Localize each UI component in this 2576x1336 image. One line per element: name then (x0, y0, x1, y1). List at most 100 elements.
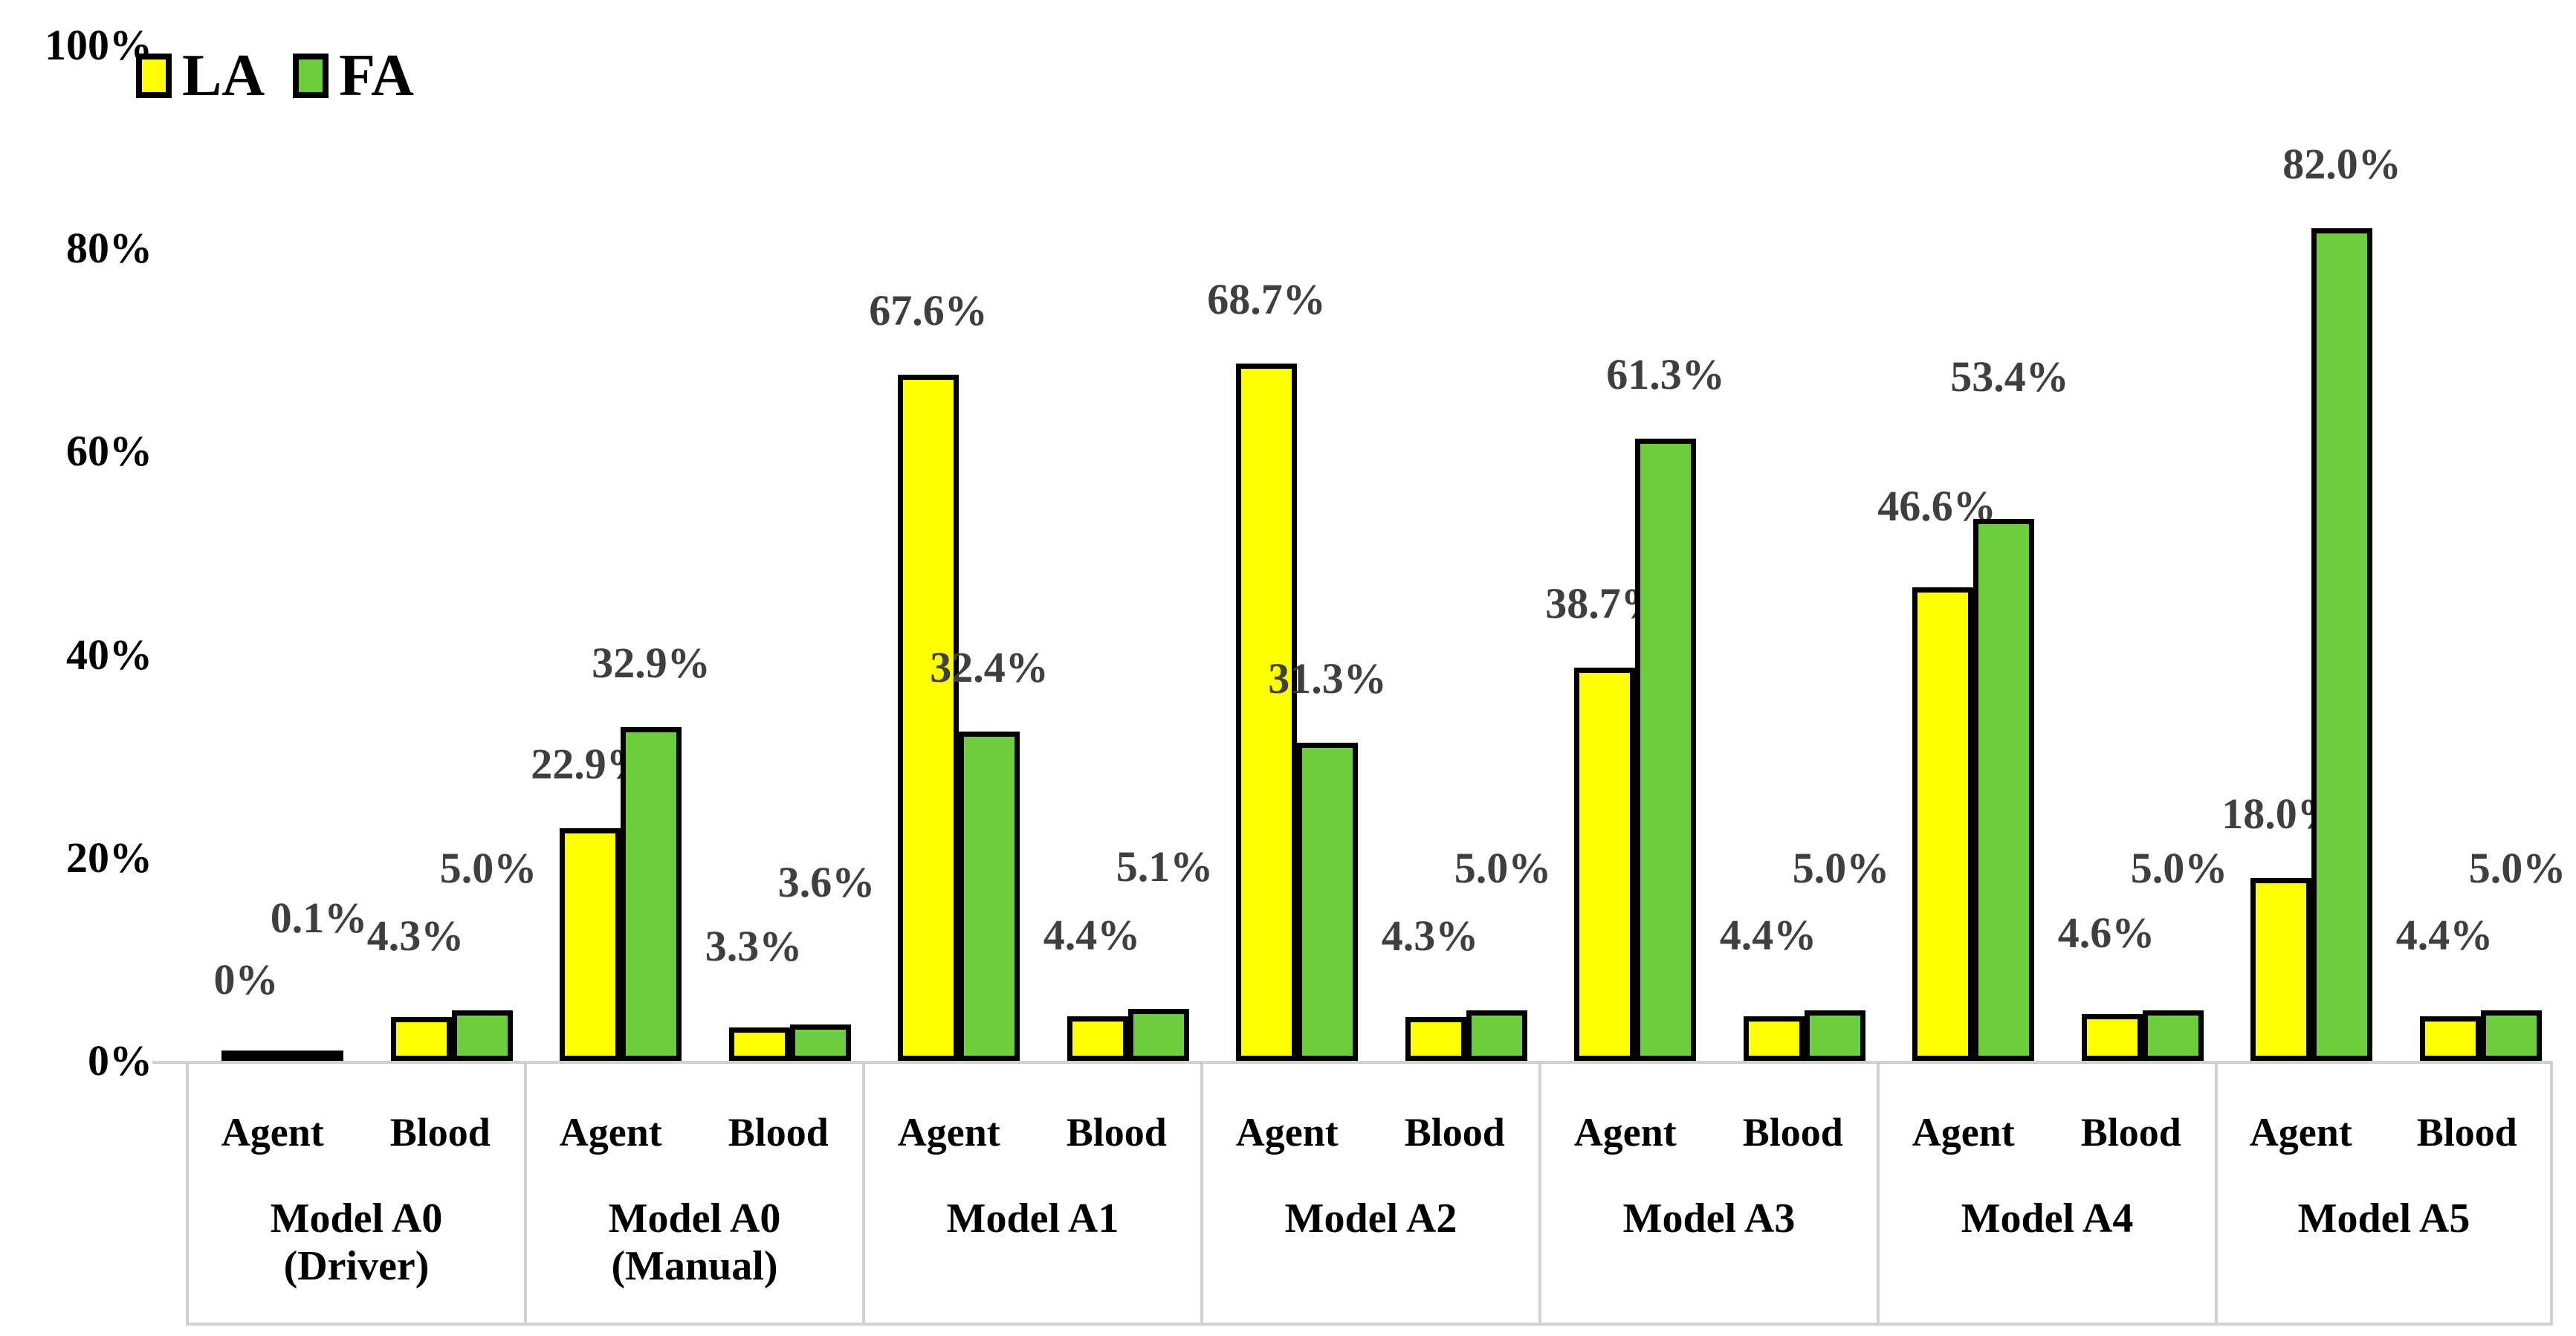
model-name-line1: Model A1 (946, 1195, 1119, 1242)
plot-area: 0% 0.1% 4.3% 5.0% 22.9% 32.9% 3.3% 3.6% 67.6% 32.… (186, 0, 2566, 1336)
bar-model-a4-blood-la (2082, 1014, 2143, 1061)
legend-fa-label: FA (339, 43, 414, 109)
category-box: Agent Blood Model A3 (1538, 1064, 1877, 1323)
bar-model-a3-agent-la (1574, 668, 1635, 1061)
data-label-agent-la: 68.7% (1207, 274, 1326, 323)
subcategory-row: Agent Blood (1203, 1111, 1538, 1153)
subcategory-label-agent: Agent (1912, 1110, 2015, 1155)
model-label: Model A4 (1880, 1195, 2215, 1242)
data-label-blood-la: 4.3% (366, 911, 465, 961)
data-label-blood-la: 3.3% (705, 921, 803, 970)
bar-model-a0driver-blood-la (391, 1017, 452, 1061)
model-label: Model A0 (Manual) (527, 1195, 862, 1290)
data-label-blood-la: 4.6% (2057, 909, 2155, 958)
data-label-agent-la: 0% (213, 955, 279, 1004)
y-tick-label: 80% (66, 224, 152, 273)
bar-model-a3-blood-la (1744, 1016, 1805, 1061)
bar-model-a1-blood-fa (1128, 1009, 1189, 1061)
category-box: Agent Blood Model A2 (1200, 1064, 1538, 1323)
subcategory-row: Agent Blood (1541, 1111, 1877, 1153)
bar-model-a0manual-agent-fa (621, 726, 682, 1061)
subcategory-label-blood: Blood (728, 1110, 829, 1155)
axis-baseline (152, 1061, 186, 1064)
y-tick-label: 60% (66, 427, 152, 476)
data-label-agent-fa: 82.0% (2282, 139, 2401, 188)
subcategory-label-agent: Agent (1573, 1110, 1677, 1155)
data-label-agent-la: 67.6% (869, 285, 988, 335)
subcategory-row: Agent Blood (189, 1111, 524, 1153)
bar-model-a4-blood-fa (2143, 1010, 2204, 1061)
data-label-blood-fa: 5.0% (2468, 843, 2566, 892)
legend-fa-swatch-icon (293, 54, 329, 98)
model-name-line1: Model A2 (1284, 1195, 1457, 1242)
bar-model-a5-blood-fa (2481, 1010, 2542, 1061)
model-label: Model A2 (1203, 1195, 1538, 1242)
bar-model-a2-blood-la (1405, 1017, 1466, 1061)
data-label-blood-fa: 5.0% (2130, 843, 2228, 892)
data-label-blood-fa: 5.0% (439, 843, 537, 892)
bar-model-a3-blood-fa (1805, 1010, 1865, 1061)
subcategory-label-blood: Blood (389, 1110, 491, 1155)
model-name-line2: (Manual) (611, 1243, 778, 1289)
bar-model-a4-agent-fa (1973, 518, 2034, 1061)
y-tick-label: 40% (66, 630, 152, 679)
y-tick-label: 100% (45, 21, 152, 69)
category-box: Agent Blood Model A0 (Driver) (186, 1064, 524, 1323)
bar-model-a3-agent-fa (1635, 438, 1696, 1061)
model-name-line1: Model A3 (1622, 1195, 1796, 1242)
category-axis: Agent Blood Model A0 (Driver) Agent Blood Mode… (186, 1061, 2553, 1326)
model-name-line1: Model A0 (270, 1195, 443, 1242)
legend: LA FA (136, 43, 442, 109)
bar-model-a0driver-blood-fa (452, 1010, 513, 1061)
bar-model-a1-agent-la (898, 374, 959, 1061)
bar-model-a5-agent-la (2250, 878, 2311, 1061)
subcategory-label-blood: Blood (2416, 1110, 2517, 1155)
bar-model-a0driver-agent-fa (282, 1051, 343, 1061)
model-name-line2: (Driver) (283, 1243, 430, 1289)
category-box: Agent Blood Model A0 (Manual) (524, 1064, 862, 1323)
bar-model-a4-agent-la (1912, 587, 1973, 1061)
bar-model-a0manual-blood-la (729, 1027, 790, 1061)
bar-model-a5-blood-la (2420, 1016, 2481, 1061)
data-label-blood-fa: 5.0% (1454, 843, 1552, 892)
model-name-line1: Model A5 (2297, 1195, 2470, 1242)
bar-model-a2-blood-fa (1466, 1010, 1527, 1061)
subcategory-row: Agent Blood (1880, 1111, 2215, 1153)
model-name-line1: Model A0 (608, 1195, 781, 1242)
model-name-line1: Model A4 (1961, 1195, 2134, 1242)
data-label-blood-fa: 5.1% (1116, 842, 1214, 891)
bar-model-a0manual-blood-fa (790, 1024, 851, 1061)
subcategory-row: Agent Blood (865, 1111, 1200, 1153)
data-label-agent-fa: 31.3% (1268, 654, 1387, 703)
bar-model-a0driver-agent-la (221, 1051, 282, 1061)
subcategory-label-agent: Agent (221, 1110, 324, 1155)
bar-model-a2-agent-la (1236, 363, 1297, 1061)
model-label: Model A5 (2218, 1195, 2550, 1242)
subcategory-label-blood: Blood (1066, 1110, 1167, 1155)
category-box: Agent Blood Model A4 (1877, 1064, 2215, 1323)
model-label: Model A3 (1541, 1195, 1877, 1242)
data-label-agent-fa: 32.9% (592, 638, 711, 687)
category-box: Agent Blood Model A5 (2215, 1064, 2553, 1323)
subcategory-label-blood: Blood (1742, 1110, 1843, 1155)
y-tick-label: 0% (88, 1036, 152, 1085)
subcategory-row: Agent Blood (527, 1111, 862, 1153)
data-label-agent-fa: 0.1% (270, 893, 368, 942)
data-label-agent-fa: 53.4% (1950, 352, 2069, 401)
data-label-blood-la: 4.4% (1043, 910, 1141, 959)
bar-model-a1-blood-la (1067, 1016, 1128, 1061)
legend-la-swatch-icon (136, 54, 172, 98)
subcategory-row: Agent Blood (2218, 1111, 2550, 1153)
subcategory-label-agent: Agent (2249, 1110, 2352, 1155)
subcategory-label-blood: Blood (2080, 1110, 2181, 1155)
subcategory-label-agent: Agent (559, 1110, 662, 1155)
model-label: Model A1 (865, 1195, 1200, 1242)
subcategory-label-agent: Agent (897, 1110, 1000, 1155)
data-label-agent-fa: 61.3% (1606, 349, 1725, 398)
subcategory-label-blood: Blood (1404, 1110, 1505, 1155)
data-label-blood-la: 4.4% (1719, 910, 1817, 959)
data-label-blood-la: 4.3% (1381, 911, 1479, 961)
data-label-blood-fa: 5.0% (1792, 843, 1890, 892)
bar-model-a1-agent-fa (959, 732, 1020, 1061)
bar-model-a0manual-agent-la (560, 828, 621, 1061)
